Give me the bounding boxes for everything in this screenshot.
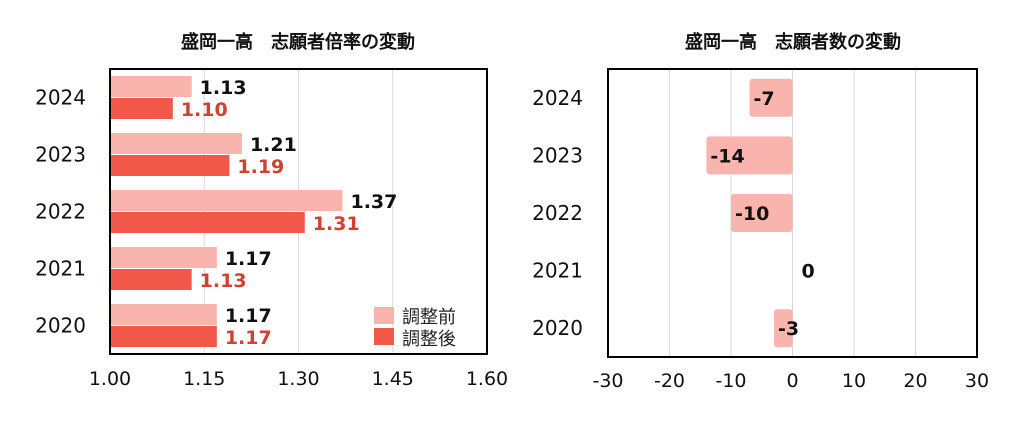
value-label-after: 1.19 bbox=[237, 156, 284, 178]
applicants-value-label: 0 bbox=[802, 261, 815, 283]
value-label-after: 1.10 bbox=[181, 99, 228, 121]
ratio-x-tick-label: 1.45 bbox=[372, 368, 414, 390]
ratio-chart-title: 盛岡一高 志願者倍率の変動 bbox=[181, 31, 415, 53]
applicants-chart-bars bbox=[706, 78, 793, 348]
bar-before bbox=[110, 133, 242, 154]
ratio-y-tick-label: 2024 bbox=[35, 86, 86, 110]
applicants-value-label: -3 bbox=[778, 318, 799, 340]
value-label-before: 1.37 bbox=[350, 191, 397, 213]
applicants-value-label: -10 bbox=[735, 203, 769, 225]
applicants-x-tick-label: -20 bbox=[654, 370, 685, 392]
applicants-x-tick-label: 0 bbox=[786, 370, 798, 392]
value-label-before: 1.17 bbox=[225, 305, 272, 327]
applicants-bar bbox=[749, 78, 793, 117]
ratio-x-tick-label: 1.60 bbox=[466, 368, 508, 390]
bar-after bbox=[110, 326, 217, 347]
value-label-after: 1.13 bbox=[200, 270, 247, 292]
value-label-after: 1.31 bbox=[313, 213, 360, 235]
bar-before bbox=[110, 247, 217, 268]
applicants-bar bbox=[774, 309, 793, 348]
ratio-chart-legend: 調整前 調整後 bbox=[374, 307, 456, 350]
bar-after bbox=[110, 269, 192, 290]
ratio-y-tick-label: 2021 bbox=[35, 257, 86, 281]
applicants-chart-value-labels: -7 -14 -10 0 -3 bbox=[710, 88, 814, 340]
applicants-y-tick-label: 2023 bbox=[532, 143, 583, 167]
legend-swatch-after bbox=[374, 328, 394, 345]
applicants-x-tick-label: 20 bbox=[903, 370, 927, 392]
legend-swatch-before bbox=[374, 307, 394, 324]
applicants-x-tick-label: -10 bbox=[715, 370, 746, 392]
bar-before bbox=[110, 76, 192, 97]
applicants-y-tick-label: 2024 bbox=[532, 86, 583, 110]
bar-after bbox=[110, 98, 173, 119]
ratio-x-tick-label: 1.15 bbox=[183, 368, 225, 390]
ratio-x-tick-label: 1.30 bbox=[277, 368, 319, 390]
applicants-chart-y-labels: 2024 2023 2022 2021 2020 bbox=[532, 86, 583, 340]
value-label-after: 1.17 bbox=[225, 327, 272, 349]
ratio-chart-x-labels: 1.00 1.15 1.30 1.45 1.60 bbox=[89, 368, 508, 390]
applicants-value-label: -7 bbox=[753, 88, 774, 110]
ratio-chart-frame bbox=[109, 68, 488, 355]
value-label-before: 1.13 bbox=[200, 77, 247, 99]
bar-before bbox=[110, 304, 217, 325]
applicants-chart-title: 盛岡一高 志願者数の変動 bbox=[685, 31, 901, 53]
legend-label-before: 調整前 bbox=[402, 307, 456, 328]
ratio-y-tick-label: 2022 bbox=[35, 200, 86, 224]
applicants-value-label: -14 bbox=[710, 145, 744, 167]
ratio-chart-value-labels: 1.131.101.211.191.371.311.171.131.171.17 bbox=[181, 77, 398, 349]
bar-before bbox=[110, 190, 343, 211]
applicants-y-tick-label: 2022 bbox=[532, 201, 583, 225]
bar-after bbox=[110, 155, 230, 176]
ratio-y-tick-label: 2023 bbox=[35, 143, 86, 167]
applicants-x-tick-label: -30 bbox=[592, 370, 623, 392]
ratio-y-tick-label: 2020 bbox=[35, 314, 86, 338]
value-label-before: 1.17 bbox=[225, 248, 272, 270]
applicants-chart-frame bbox=[607, 68, 978, 358]
bar-after bbox=[110, 212, 305, 233]
ratio-chart-bars bbox=[110, 76, 343, 347]
applicants-y-tick-label: 2020 bbox=[532, 316, 583, 340]
ratio-chart-y-labels: 2024 2023 2022 2021 2020 bbox=[35, 86, 86, 338]
applicants-x-tick-label: 10 bbox=[842, 370, 866, 392]
value-label-before: 1.21 bbox=[250, 134, 297, 156]
applicants-bar bbox=[731, 194, 793, 232]
applicants-chart-x-labels: -30 -20 -10 0 10 20 30 bbox=[592, 370, 989, 392]
applicants-chart: 盛岡一高 志願者数の変動 -7-14-100-3 202420232022202… bbox=[532, 31, 989, 392]
applicants-y-tick-label: 2021 bbox=[532, 259, 583, 283]
ratio-x-tick-label: 1.00 bbox=[89, 368, 131, 390]
applicants-x-tick-label: 30 bbox=[965, 370, 989, 392]
applicants-bar bbox=[706, 136, 793, 175]
ratio-chart: 盛岡一高 志願者倍率の変動 1.131.101.211.191.371.311.… bbox=[35, 31, 508, 390]
legend-label-after: 調整後 bbox=[402, 329, 456, 350]
